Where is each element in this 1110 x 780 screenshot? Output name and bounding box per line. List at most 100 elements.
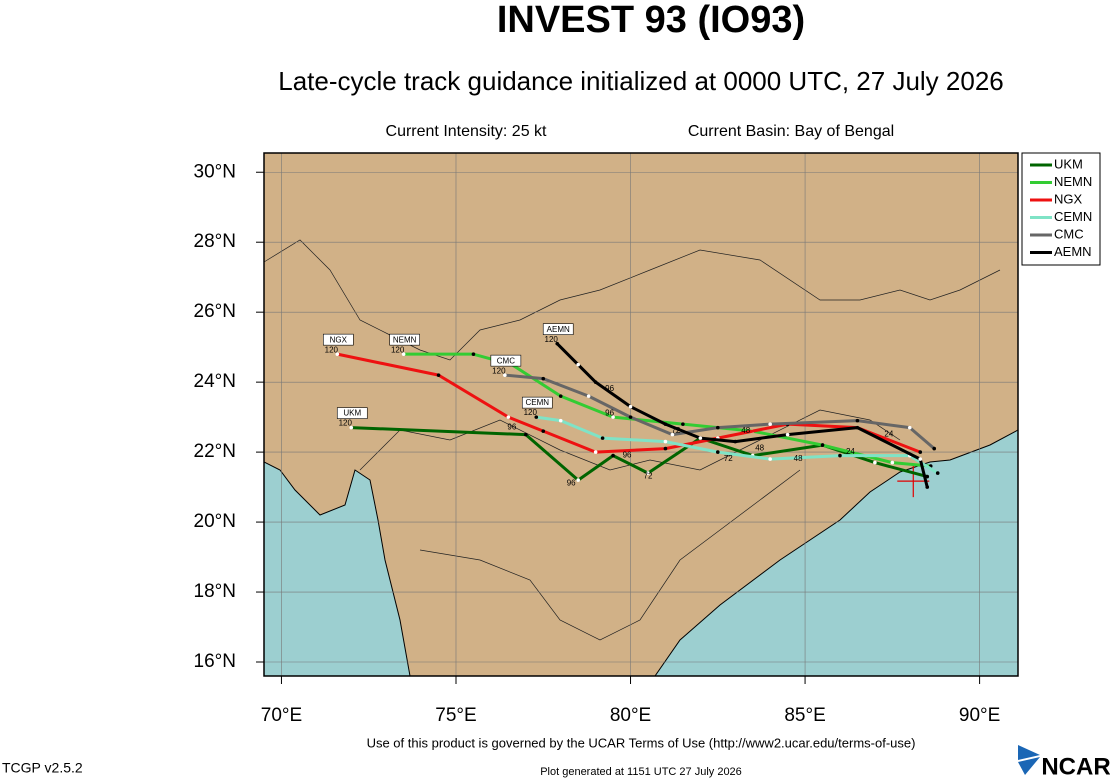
track-point bbox=[935, 471, 940, 475]
end-label-box bbox=[521, 396, 553, 409]
end-label-name: UKM bbox=[343, 409, 361, 418]
legend: UKM NEMN NGX CEMN CMC AEMN bbox=[1021, 152, 1101, 266]
track-point bbox=[555, 341, 560, 346]
track-point bbox=[611, 453, 615, 458]
track-point bbox=[576, 362, 580, 367]
boundary bbox=[419, 469, 801, 641]
logo-text: NCAR bbox=[1041, 753, 1110, 780]
y-tick-label: 30°N bbox=[194, 161, 236, 182]
track-point bbox=[506, 415, 511, 419]
legend-label: NGX bbox=[1054, 191, 1083, 206]
track-point bbox=[907, 425, 912, 430]
tau-label: 24 bbox=[884, 430, 893, 439]
end-label-hour: 120 bbox=[339, 419, 353, 428]
track-point bbox=[401, 352, 406, 356]
track-point bbox=[670, 432, 675, 437]
track-point bbox=[471, 352, 476, 356]
tau-label: 72 bbox=[724, 454, 733, 463]
tau-label: 48 bbox=[794, 454, 803, 463]
end-label-name: AEMN bbox=[547, 325, 570, 334]
legend-label: CMC bbox=[1054, 226, 1084, 241]
track-point bbox=[335, 352, 340, 356]
track-point bbox=[768, 457, 772, 461]
chart-title: INVEST 93 (IO93) bbox=[497, 0, 805, 41]
track-line bbox=[504, 373, 936, 450]
track-point bbox=[663, 439, 668, 444]
track-point bbox=[541, 429, 546, 433]
end-label-box bbox=[542, 323, 574, 335]
track-point bbox=[593, 450, 598, 454]
track-point bbox=[820, 443, 825, 447]
tau-label: 96 bbox=[507, 423, 516, 432]
end-label-name: CMC bbox=[497, 356, 515, 365]
track-point bbox=[628, 415, 633, 419]
version-text: TCGP v2.5.2 bbox=[2, 760, 83, 776]
terms-text: Use of this product is governed by the U… bbox=[367, 735, 916, 750]
tau-label: 48 bbox=[741, 426, 750, 435]
track-point bbox=[534, 415, 539, 419]
x-tick-label: 70°E bbox=[261, 705, 302, 726]
legend-box bbox=[1021, 152, 1101, 266]
track-point bbox=[436, 373, 441, 377]
y-tick-label: 18°N bbox=[194, 581, 236, 602]
y-tick-label: 28°N bbox=[194, 231, 236, 252]
track-point bbox=[873, 460, 877, 465]
end-label-hour: 120 bbox=[545, 335, 559, 344]
boundary bbox=[263, 239, 1001, 361]
track-point bbox=[524, 432, 528, 437]
end-label-box bbox=[389, 333, 420, 346]
chart-subtitle: Late-cycle track guidance initialized at… bbox=[278, 66, 1004, 96]
tau-label: 72 bbox=[644, 472, 653, 481]
track-point bbox=[646, 471, 650, 475]
generated-text: Plot generated at 1151 UTC 27 July 2026 bbox=[540, 766, 742, 778]
track-point bbox=[932, 446, 937, 451]
track-point bbox=[663, 446, 668, 451]
tau-label: 96 bbox=[605, 384, 614, 393]
track-point bbox=[600, 436, 605, 440]
track-point bbox=[349, 425, 354, 430]
track-point bbox=[715, 425, 720, 430]
logo-mark bbox=[1018, 745, 1040, 775]
legend-label: CEMN bbox=[1054, 209, 1092, 224]
y-tick-label: 26°N bbox=[194, 301, 236, 322]
track-point bbox=[733, 439, 738, 444]
tau-label: 96 bbox=[623, 451, 632, 460]
x-tick-label: 85°E bbox=[784, 705, 825, 726]
track-point bbox=[503, 373, 507, 377]
end-label-box bbox=[490, 354, 522, 367]
end-label-hour: 120 bbox=[524, 408, 538, 417]
legend-label: AEMN bbox=[1054, 244, 1092, 259]
end-label-hour: 120 bbox=[492, 366, 506, 375]
track-line bbox=[337, 352, 921, 454]
track-point bbox=[611, 415, 615, 419]
track-point bbox=[558, 394, 563, 398]
track-point bbox=[698, 436, 703, 440]
track-point bbox=[785, 432, 790, 437]
track-point bbox=[855, 425, 860, 430]
track-point bbox=[681, 422, 685, 426]
track-point bbox=[593, 380, 598, 384]
x-tick-label: 80°E bbox=[610, 705, 651, 726]
end-label-hour: 120 bbox=[325, 345, 339, 354]
x-tick-label: 90°E bbox=[959, 705, 1000, 726]
track-point bbox=[918, 457, 923, 461]
track-point bbox=[541, 376, 546, 381]
y-tick-label: 24°N bbox=[194, 371, 236, 392]
track-point bbox=[628, 404, 633, 409]
track-point bbox=[855, 418, 860, 423]
map bbox=[263, 152, 1019, 677]
x-tick-label: 75°E bbox=[435, 705, 476, 726]
track-point bbox=[715, 450, 720, 454]
tau-label: 72 bbox=[671, 426, 680, 435]
track-point bbox=[558, 418, 563, 423]
end-label-name: CEMN bbox=[525, 398, 549, 407]
intensity-text: Current Intensity: 25 kt bbox=[386, 123, 548, 140]
track-point bbox=[586, 394, 591, 398]
tau-label: 96 bbox=[567, 479, 576, 488]
end-label-name: NEMN bbox=[393, 335, 417, 344]
end-label-box bbox=[323, 333, 354, 346]
track-point bbox=[663, 422, 668, 426]
track-point bbox=[576, 478, 580, 482]
tau-label: 96 bbox=[605, 409, 614, 418]
